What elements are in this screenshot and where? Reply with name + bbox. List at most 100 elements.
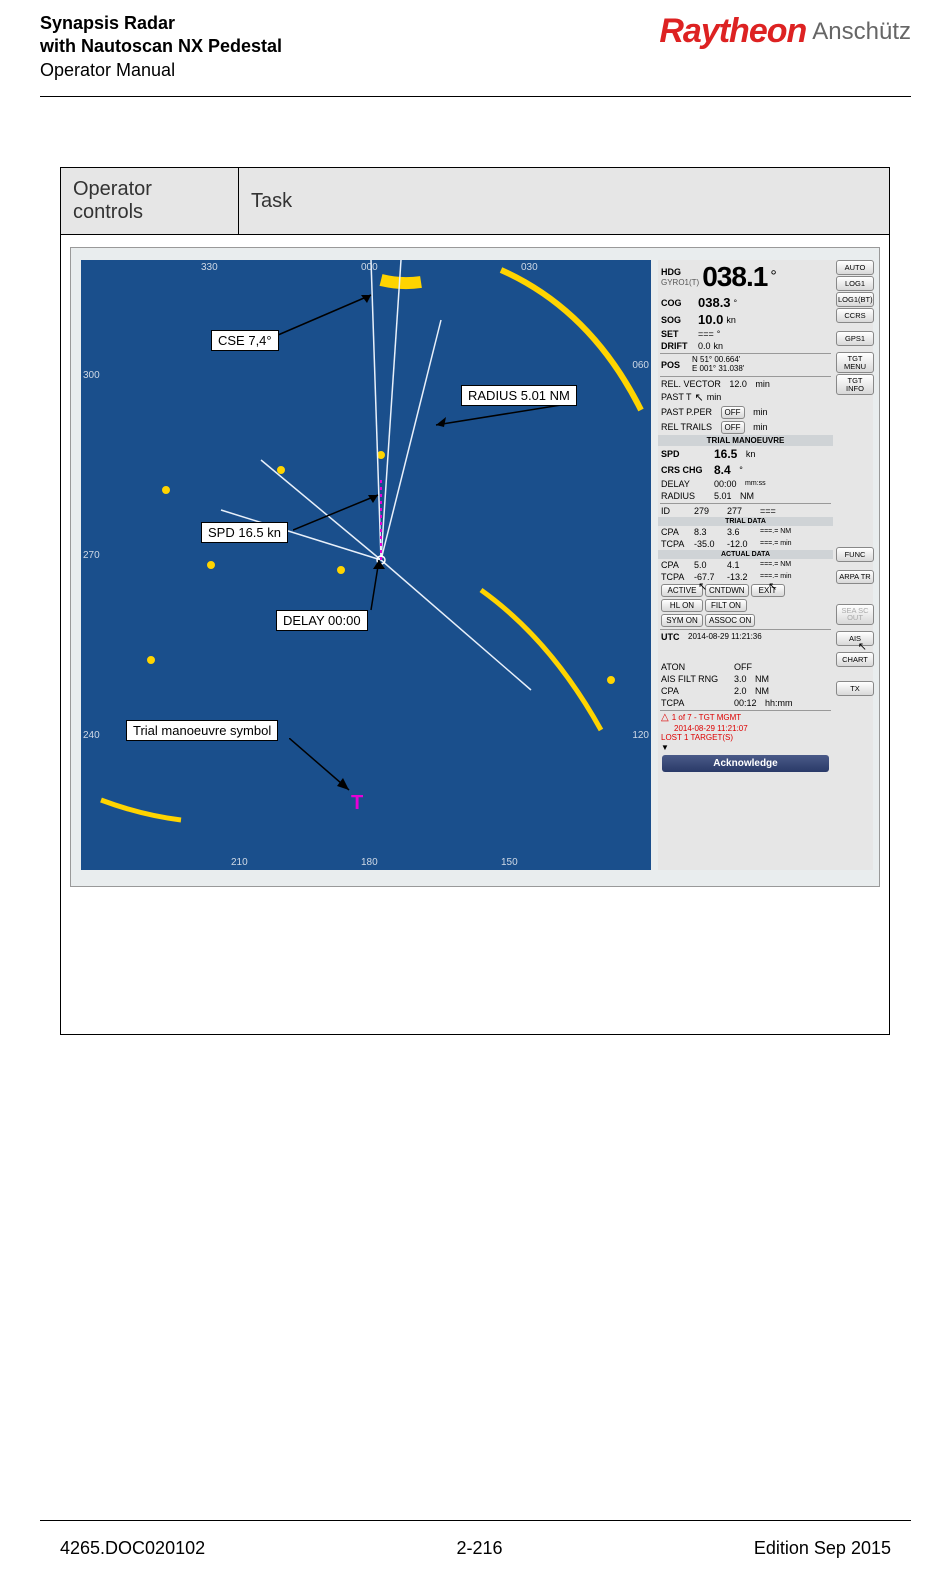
btm-tcpa-unit: hh:mm [765,698,793,708]
arrow-spd [293,490,383,538]
doc-title-1: Synapsis Radar [40,12,282,35]
tm-radius-label: RADIUS [661,491,711,501]
set-unit: ° [717,329,721,339]
pastpper-label: PAST P.PER [661,407,712,417]
auto-button[interactable]: AUTO [836,260,874,275]
drift-unit: kn [714,341,724,351]
tcpa1-v2: -12.0 [727,539,757,549]
alarm-icon: △ [661,712,669,723]
relvec-unit: min [755,379,770,389]
tgtmenu-button[interactable]: TGT MENU [836,352,874,373]
chart-button[interactable]: CHART [836,652,874,667]
doc-subtitle: Operator Manual [40,59,282,82]
gps1-button[interactable]: GPS1 [836,331,874,346]
hdg-unit: ° [770,268,776,286]
logo-raytheon: Raytheon [659,12,806,51]
reltrails-unit: min [753,422,768,432]
logo: Raytheon Anschütz [659,12,911,51]
past-unit: min [707,392,722,402]
cntdwn-button[interactable]: CNTDWN [705,584,749,597]
cpa2-label: CPA [661,560,691,570]
header-left: Synapsis Radar with Nautoscan NX Pedesta… [40,12,282,82]
tgtinfo-button[interactable]: TGT INFO [836,374,874,395]
label-trial-symbol: Trial manoeuvre symbol [126,720,278,741]
id-label: ID [661,506,691,516]
id-v1: 279 [694,506,724,516]
trial-title: TRIAL MANOEUVRE [658,435,833,446]
hdg-label: HDG [661,267,681,277]
ais-button[interactable]: AIS [836,631,874,646]
gyro-label: GYRO1(T) [661,278,699,287]
tm-crs-value: 8.4 [714,463,731,477]
sog-unit: kn [726,315,736,325]
tm-delay-unit: mm:ss [745,480,766,487]
footer-rule [40,1520,911,1521]
sea-button[interactable]: SEA SC OUT [836,604,874,625]
logo-anschutz: Anschütz [812,18,911,46]
active-button[interactable]: ACTIVE [661,584,703,597]
col-operator-controls: Operator controls [61,168,239,235]
hlon-button[interactable]: HL ON [661,599,703,612]
aisfilt-unit: NM [755,674,769,684]
tm-radius-unit: NM [740,491,754,501]
arrow-cse [271,290,381,340]
alarm-line1: 1 of 7 - TGT MGMT [672,713,742,722]
pastpper-off[interactable]: OFF [721,406,745,419]
past-label: PAST T [661,392,692,402]
tcpa2-label: TCPA [661,572,691,582]
trialdata-title: TRIAL DATA [658,517,833,526]
sog-value: 10.0 [698,312,723,327]
set-label: SET [661,329,695,339]
btm-tcpa-label: TCPA [661,698,731,708]
tm-delay-value: 00:00 [714,479,737,489]
reltrails-label: REL TRAILS [661,422,712,432]
alarm-line2: 2014-08-29 11:21:07 [658,724,833,734]
aisfilt-label: AIS FILT RNG [661,674,731,684]
utc-value: 2014-08-29 11:21:36 [688,632,762,641]
alarm-line3: LOST 1 TARGET(S) [658,733,833,743]
pos-lon: E 001° 31.038' [692,365,744,374]
label-cse: CSE 7,4° [211,330,279,351]
cpa1-u: ===.= NM [760,528,791,535]
label-radius: RADIUS 5.01 NM [461,385,577,406]
arpa-button[interactable]: ARPA TR [836,570,874,584]
label-spd: SPD 16.5 kn [201,522,288,543]
footer-edition: Edition Sep 2015 [754,1538,891,1559]
btm-cpa-value: 2.0 [734,686,747,696]
sog-label: SOG [661,315,695,325]
assocon-button[interactable]: ASSOC ON [705,614,755,627]
btm-cpa-label: CPA [661,686,731,696]
radar-ppi[interactable]: 330 000 030 060 300 270 240 210 180 150 … [81,260,651,870]
footer-pagenum: 2-216 [456,1538,502,1559]
log1-button[interactable]: LOG1 [836,276,874,291]
log1bt-button[interactable]: LOG1(BT) [836,292,874,307]
drift-label: DRIFT [661,341,695,351]
arrow-delay [361,555,391,615]
func-button[interactable]: FUNC [836,547,874,562]
arrow-radius [431,405,571,435]
relvec-value: 12.0 [729,379,747,389]
btm-tcpa-value: 00:12 [734,698,757,708]
reltrails-off[interactable]: OFF [721,421,745,434]
set-value: === [698,329,714,339]
tm-spd-value: 16.5 [714,447,737,461]
label-delay: DELAY 00:00 [276,610,368,631]
pastpper-unit: min [753,407,768,417]
cpa1-label: CPA [661,527,691,537]
tx-button[interactable]: TX [836,681,874,696]
aton-label: ATON [661,662,731,672]
id-v2: 277 [727,506,757,516]
cursor-icon: ↖ [698,580,707,593]
tm-spd-label: SPD [661,449,711,459]
tm-delay-label: DELAY [661,479,711,489]
radar-screenshot: 330 000 030 060 300 270 240 210 180 150 … [70,247,880,887]
ccrs-button[interactable]: CCRS [836,308,874,323]
tcpa1-v1: -35.0 [694,539,724,549]
filton-button[interactable]: FILT ON [705,599,747,612]
acknowledge-button[interactable]: Acknowledge [662,755,829,772]
cpa2-v1: 5.0 [694,560,724,570]
symon-button[interactable]: SYM ON [661,614,703,627]
relvec-label: REL. VECTOR [661,379,721,389]
arrow-trial [289,738,359,798]
tm-crs-unit: ° [739,465,743,475]
